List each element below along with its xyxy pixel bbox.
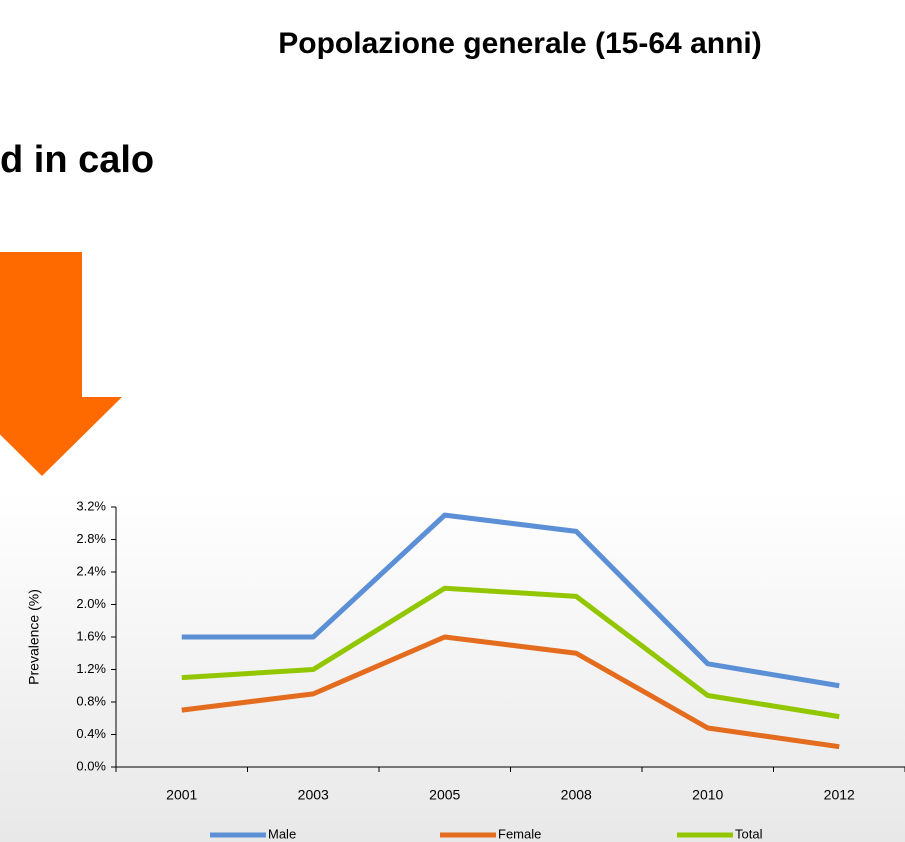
slide-title: Popolazione generale (15-64 anni) [278, 27, 761, 60]
y-tick-label: 0.8% [76, 693, 106, 708]
y-tick-label: 0.0% [76, 758, 106, 773]
line-series [181, 634, 840, 750]
x-tick-label: 2003 [298, 787, 329, 803]
line-series [181, 512, 840, 689]
y-axis-label: Prevalence (%) [26, 589, 42, 685]
x-tick-label: 2012 [824, 787, 855, 803]
y-tick-label: 2.0% [76, 596, 106, 611]
y-tick-label: 2.4% [76, 563, 106, 578]
x-tick-label: 2001 [166, 787, 197, 803]
legend-label: Male [268, 826, 296, 841]
line-series [181, 585, 840, 720]
y-tick-label: 3.2% [76, 498, 106, 513]
y-tick-label: 1.2% [76, 661, 106, 676]
heading: d in calo [0, 139, 154, 181]
legend-label: Total [735, 826, 763, 841]
y-tick-label: 2.8% [76, 531, 106, 546]
down-arrow [0, 252, 122, 476]
chart-background [0, 490, 905, 842]
y-tick-label: 1.6% [76, 628, 106, 643]
x-tick-label: 2010 [692, 787, 723, 803]
legend-label: Female [498, 826, 541, 841]
x-tick-label: 2008 [561, 787, 592, 803]
x-tick-label: 2005 [429, 787, 460, 803]
y-tick-label: 0.4% [76, 726, 106, 741]
